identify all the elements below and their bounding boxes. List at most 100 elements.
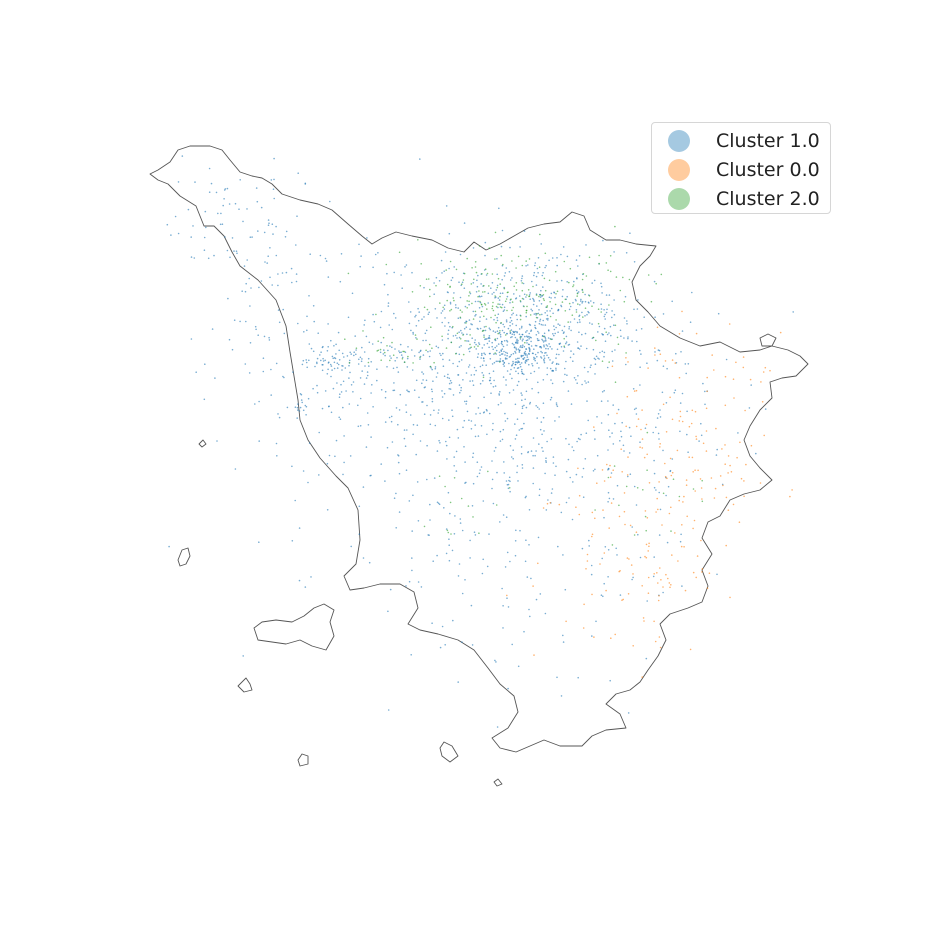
scatter-point (363, 351, 366, 353)
scatter-point (286, 406, 289, 409)
scatter-point (600, 400, 603, 403)
scatter-point (260, 206, 263, 209)
scatter-point (736, 456, 738, 459)
scatter-point (529, 348, 531, 351)
scatter-point (441, 321, 444, 324)
scatter-point (606, 308, 608, 311)
scatter-point (555, 357, 557, 359)
scatter-point (528, 608, 530, 611)
scatter-point (507, 606, 510, 608)
scatter-point (633, 308, 635, 311)
scatter-point (370, 392, 372, 394)
scatter-point (511, 336, 513, 338)
scatter-point (494, 258, 496, 260)
scatter-point (748, 407, 751, 409)
scatter-point (521, 264, 524, 267)
scatter-point (478, 472, 481, 475)
scatter-point (549, 398, 552, 401)
scatter-point (573, 377, 576, 379)
scatter-point (575, 379, 577, 381)
scatter-point (524, 335, 526, 338)
scatter-point (415, 337, 417, 339)
scatter-point (421, 371, 423, 373)
scatter-point (406, 357, 409, 360)
scatter-point (585, 568, 587, 570)
scatter-point (299, 406, 302, 409)
scatter-point (596, 482, 598, 485)
scatter-point (704, 390, 706, 393)
scatter-point (559, 324, 561, 327)
scatter-point (477, 407, 480, 409)
scatter-point (511, 364, 513, 367)
scatter-point (502, 323, 505, 326)
scatter-point (302, 470, 305, 472)
scatter-point (464, 340, 466, 342)
scatter-point (539, 593, 542, 595)
scatter-point (567, 321, 569, 323)
scatter-point (510, 329, 513, 331)
scatter-point (383, 283, 386, 286)
scatter-point (239, 179, 241, 181)
scatter-point (443, 392, 446, 395)
scatter-point (470, 604, 473, 607)
scatter-point (456, 337, 458, 339)
scatter-point (294, 406, 297, 409)
scatter-point (512, 360, 514, 363)
scatter-point (272, 233, 274, 235)
scatter-point (496, 345, 498, 347)
scatter-point (449, 379, 452, 382)
scatter-point (213, 254, 215, 257)
scatter-point (520, 362, 523, 364)
scatter-point (501, 353, 504, 355)
scatter-point (477, 435, 480, 437)
scatter-point (484, 329, 487, 332)
scatter-point (551, 370, 553, 372)
scatter-point (438, 503, 441, 506)
scatter-point (242, 655, 244, 657)
scatter-point (324, 359, 327, 362)
scatter-point (523, 630, 525, 633)
scatter-point (325, 260, 328, 262)
scatter-point (686, 410, 688, 413)
scatter-point (497, 343, 500, 345)
scatter-point (358, 243, 360, 246)
scatter-point (556, 362, 558, 365)
scatter-point (272, 188, 275, 190)
scatter-point (488, 412, 491, 415)
scatter-point (516, 342, 519, 345)
scatter-point (514, 423, 516, 425)
scatter-point (695, 576, 697, 579)
scatter-point (525, 348, 528, 350)
scatter-point (506, 551, 509, 554)
scatter-point (485, 274, 488, 276)
scatter-point (602, 239, 604, 242)
scatter-point (561, 301, 564, 303)
scatter-point (376, 379, 378, 382)
scatter-point (540, 357, 543, 359)
scatter-point (472, 282, 475, 284)
scatter-point (603, 327, 606, 330)
scatter-point (577, 347, 579, 349)
scatter-point (630, 435, 632, 438)
scatter-point (635, 389, 638, 392)
scatter-point (469, 347, 471, 349)
scatter-point (578, 513, 581, 516)
scatter-point (534, 262, 537, 264)
scatter-point (515, 529, 517, 532)
scatter-point (639, 446, 641, 449)
scatter-point (494, 659, 496, 662)
scatter-point (457, 681, 460, 683)
scatter-point (529, 314, 532, 316)
scatter-point (502, 345, 505, 348)
scatter-point (524, 350, 527, 353)
scatter-point (438, 475, 441, 478)
scatter-point (361, 346, 363, 349)
scatter-point (393, 312, 395, 315)
scatter-point (481, 364, 484, 367)
scatter-point (316, 384, 318, 387)
scatter-point (499, 306, 502, 308)
scatter-point (321, 364, 324, 366)
scatter-point (509, 490, 511, 493)
scatter-point (519, 246, 521, 248)
scatter-point (376, 368, 378, 371)
